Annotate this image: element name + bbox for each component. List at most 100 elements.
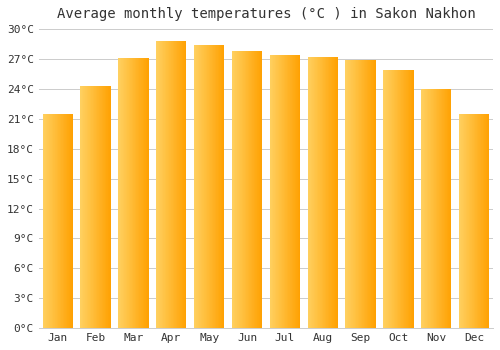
Bar [175,41,176,328]
Bar [84,86,86,328]
Bar [412,70,413,328]
Bar [236,51,238,328]
Bar [349,60,350,328]
Bar [119,58,120,328]
Bar [128,58,129,328]
Bar [97,86,98,328]
Bar [127,58,128,328]
Bar [319,57,320,328]
Bar [251,51,252,328]
Bar [80,86,81,328]
Bar [52,114,53,328]
Bar [194,45,195,328]
Bar [242,51,243,328]
Bar [360,60,361,328]
Bar [315,57,316,328]
Bar [336,57,337,328]
Bar [213,45,214,328]
Bar [90,86,92,328]
Bar [180,41,181,328]
Bar [246,51,247,328]
Bar [464,114,465,328]
Bar [215,45,216,328]
Bar [358,60,360,328]
Bar [297,55,298,328]
Bar [140,58,141,328]
Bar [337,57,338,328]
Bar [42,114,43,328]
Bar [371,60,372,328]
Bar [325,57,326,328]
Bar [465,114,466,328]
Bar [161,41,162,328]
Bar [274,55,275,328]
Bar [219,45,220,328]
Bar [70,114,71,328]
Bar [169,41,170,328]
Bar [445,89,446,328]
Bar [48,114,50,328]
Bar [244,51,245,328]
Bar [142,58,143,328]
Bar [283,55,284,328]
Bar [122,58,123,328]
Bar [400,70,401,328]
Bar [487,114,488,328]
Bar [99,86,100,328]
Bar [433,89,434,328]
Bar [130,58,131,328]
Bar [71,114,72,328]
Bar [394,70,395,328]
Bar [459,114,460,328]
Bar [473,114,474,328]
Bar [98,86,99,328]
Bar [392,70,393,328]
Bar [133,58,134,328]
Bar [158,41,159,328]
Bar [156,41,157,328]
Bar [56,114,57,328]
Bar [393,70,394,328]
Bar [472,114,473,328]
Title: Average monthly temperatures (°C ) in Sakon Nakhon: Average monthly temperatures (°C ) in Sa… [56,7,476,21]
Bar [248,51,249,328]
Bar [281,55,282,328]
Bar [50,114,51,328]
Bar [86,86,87,328]
Bar [309,57,310,328]
Bar [136,58,137,328]
Bar [406,70,407,328]
Bar [423,89,424,328]
Bar [481,114,482,328]
Bar [69,114,70,328]
Bar [276,55,277,328]
Bar [198,45,199,328]
Bar [102,86,103,328]
Bar [331,57,332,328]
Bar [429,89,430,328]
Bar [476,114,477,328]
Bar [388,70,390,328]
Bar [250,51,251,328]
Bar [43,114,44,328]
Bar [410,70,411,328]
Bar [375,60,376,328]
Bar [216,45,217,328]
Bar [438,89,440,328]
Bar [428,89,429,328]
Bar [280,55,281,328]
Bar [321,57,322,328]
Bar [294,55,295,328]
Bar [196,45,197,328]
Bar [67,114,68,328]
Bar [100,86,101,328]
Bar [308,57,309,328]
Bar [131,58,132,328]
Bar [217,45,218,328]
Bar [405,70,406,328]
Bar [316,57,318,328]
Bar [164,41,165,328]
Bar [159,41,160,328]
Bar [222,45,223,328]
Bar [407,70,408,328]
